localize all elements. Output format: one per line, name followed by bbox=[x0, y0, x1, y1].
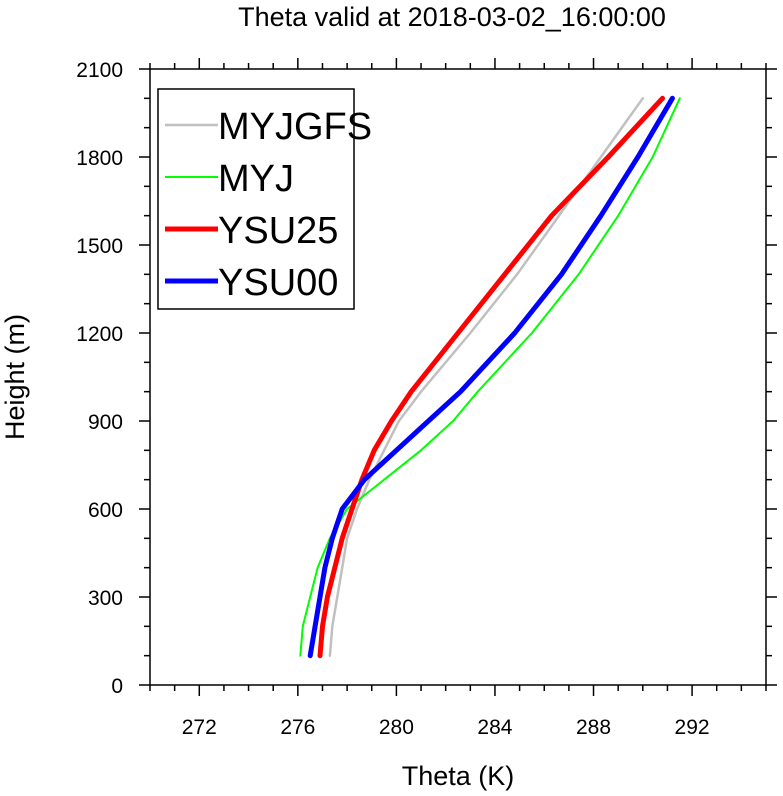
legend-label-myj: MYJ bbox=[218, 158, 294, 200]
legend-label-ysu00: YSU00 bbox=[218, 262, 338, 304]
x-axis-title: Theta (K) bbox=[402, 761, 515, 791]
x-tick-label: 280 bbox=[379, 716, 414, 739]
x-tick-label: 288 bbox=[576, 716, 611, 739]
axis-tick-labels: 272 276 280 284 288 292 0 300 600 900 1200 1500 1800… bbox=[76, 59, 709, 739]
legend-label-myjgfs: MYJGFS bbox=[218, 106, 372, 148]
plot-frame bbox=[149, 68, 767, 686]
plot-lines bbox=[299, 95, 681, 659]
y-tick-label: 0 bbox=[111, 675, 123, 698]
axis-ticks bbox=[139, 58, 777, 696]
series-line-ysu25 bbox=[317, 95, 665, 659]
x-tick-label: 284 bbox=[477, 716, 512, 739]
legend-label-ysu25: YSU25 bbox=[218, 210, 338, 252]
chart-title: Theta valid at 2018-03-02_16:00:00 bbox=[238, 2, 666, 32]
y-tick-label: 1500 bbox=[76, 235, 123, 258]
y-axis-title: Height (m) bbox=[0, 314, 30, 440]
y-tick-label: 600 bbox=[88, 499, 123, 522]
legend: MYJGFS MYJ YSU25 YSU00 bbox=[157, 88, 372, 310]
x-tick-label: 272 bbox=[182, 716, 217, 739]
series-line-myj bbox=[299, 97, 681, 657]
y-tick-label: 2100 bbox=[76, 59, 123, 82]
y-tick-label: 300 bbox=[88, 587, 123, 610]
x-tick-label: 276 bbox=[280, 716, 315, 739]
series-line-myjgfs bbox=[328, 97, 645, 657]
y-tick-label: 900 bbox=[88, 411, 123, 434]
series-line-ysu00 bbox=[307, 95, 675, 659]
y-tick-label: 1200 bbox=[76, 323, 123, 346]
y-tick-label: 1800 bbox=[76, 147, 123, 170]
x-tick-label: 292 bbox=[675, 716, 710, 739]
